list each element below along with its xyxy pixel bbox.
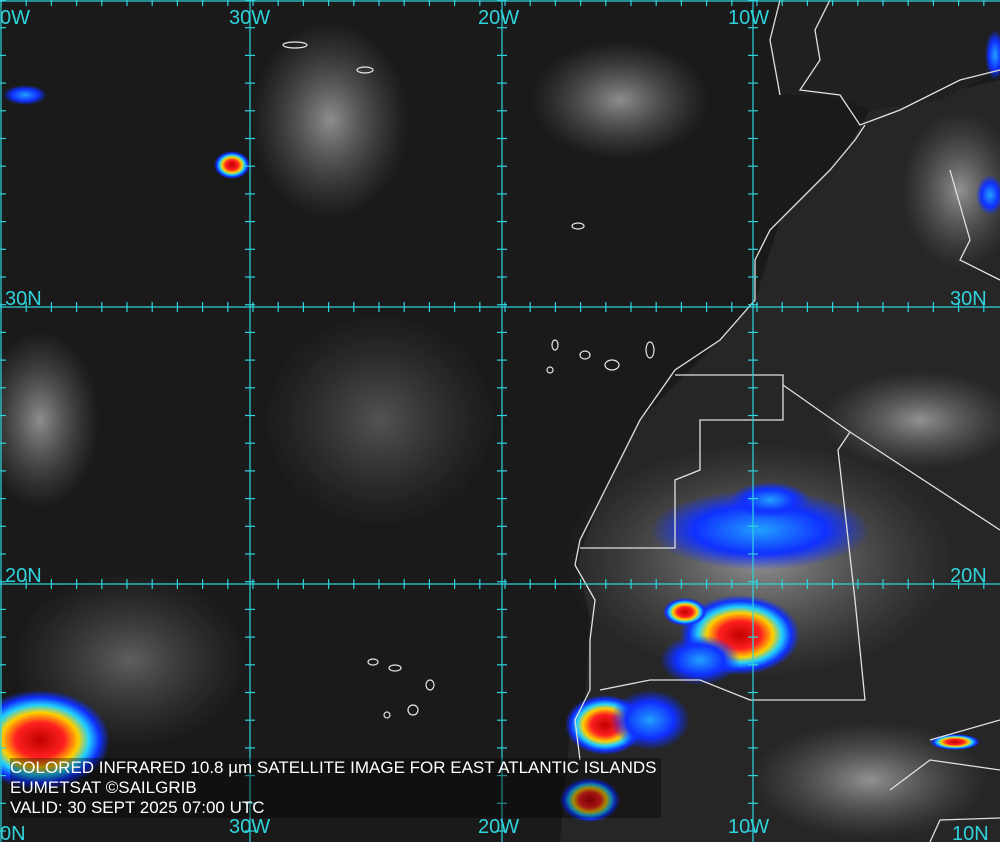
lon-label-bottom: 10W <box>728 816 770 838</box>
coastlines <box>574 0 1000 842</box>
iberia-land <box>770 0 1000 110</box>
convective-cells <box>0 30 1000 822</box>
lat-label-right: 20N <box>950 565 987 587</box>
lon-label-top: 30W <box>229 7 271 29</box>
caption-title: COLORED INFRARED 10.8 µm SATELLITE IMAGE… <box>10 758 657 777</box>
lat-label-left: 30N <box>5 288 42 310</box>
lon-label-top: 20W <box>478 7 520 29</box>
lon-label-bottom: 20W <box>478 816 520 838</box>
lon-label-top: 0W <box>0 7 30 29</box>
lon-label-top: 10W <box>728 7 770 29</box>
lat-label-right: 10N <box>952 823 989 842</box>
lat-label-right: 30N <box>950 288 987 310</box>
lat-label-left: 20N <box>5 565 42 587</box>
lon-label-bottom: 0N <box>0 823 26 842</box>
caption-valid-time: VALID: 30 SEPT 2025 07:00 UTC <box>10 798 265 817</box>
caption-credit: EUMETSAT ©SAILGRIB <box>10 778 197 797</box>
islands <box>282 41 655 719</box>
lon-label-bottom: 30W <box>229 816 271 838</box>
image-caption: COLORED INFRARED 10.8 µm SATELLITE IMAGE… <box>10 758 661 818</box>
